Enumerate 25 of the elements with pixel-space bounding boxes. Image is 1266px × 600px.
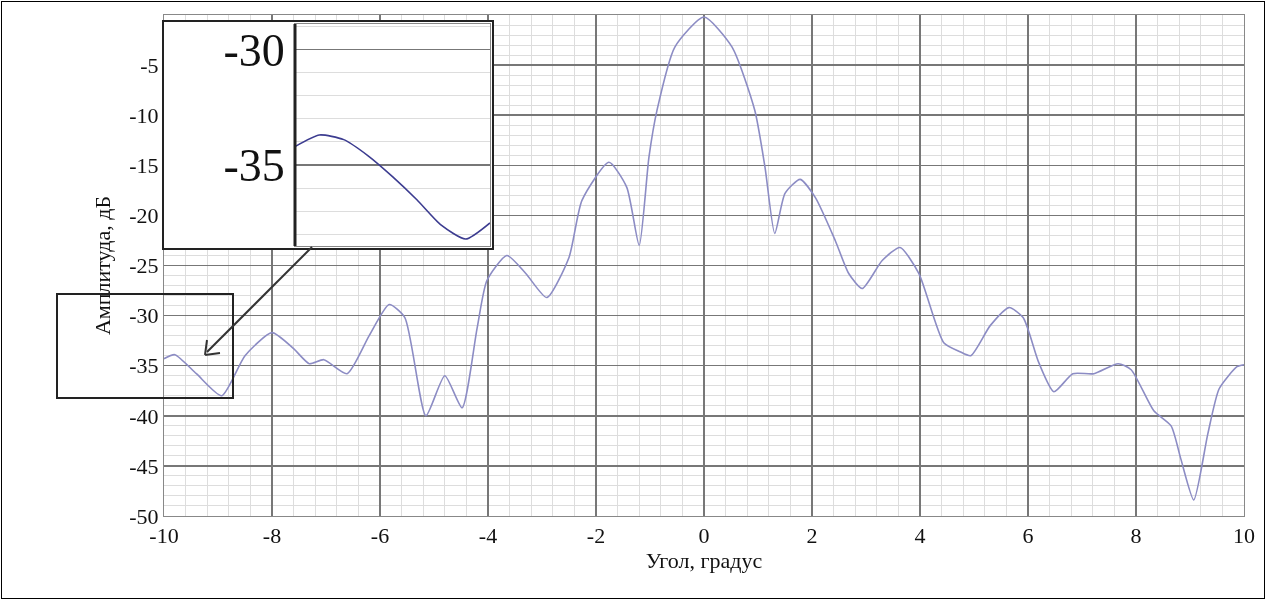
x-tick-label: 6 — [1022, 523, 1034, 549]
line-series — [164, 16, 1244, 501]
y-tick-label: -20 — [129, 203, 159, 229]
y-tick-label: -5 — [140, 52, 159, 78]
y-tick-label: -35 — [129, 353, 159, 379]
y-tick-label: -30 — [223, 24, 285, 76]
y-tick-label: -15 — [129, 153, 159, 178]
x-tick-label: -6 — [370, 523, 390, 549]
x-tick-label: 4 — [914, 523, 926, 549]
y-tick-label: -45 — [129, 453, 159, 479]
x-tick-label: 0 — [698, 523, 710, 549]
x-tick-label: 10 — [1233, 523, 1255, 549]
x-tick-label: -2 — [586, 523, 606, 549]
y-axis-title: Амплитуда, дБ — [90, 195, 116, 336]
y-tick-label: -10 — [129, 102, 159, 128]
y-tick-label: -35 — [223, 140, 285, 192]
y-tick-label: -30 — [129, 303, 159, 329]
line-series — [295, 134, 490, 240]
x-tick-label: -4 — [478, 523, 498, 549]
x-tick-label: 2 — [806, 523, 818, 549]
y-tick-label: -40 — [129, 403, 159, 429]
x-tick-label: 8 — [1130, 523, 1142, 549]
x-tick-label: -8 — [262, 523, 282, 549]
x-axis-title: Угол, градус — [645, 548, 763, 574]
y-tick-label: -25 — [129, 253, 159, 279]
